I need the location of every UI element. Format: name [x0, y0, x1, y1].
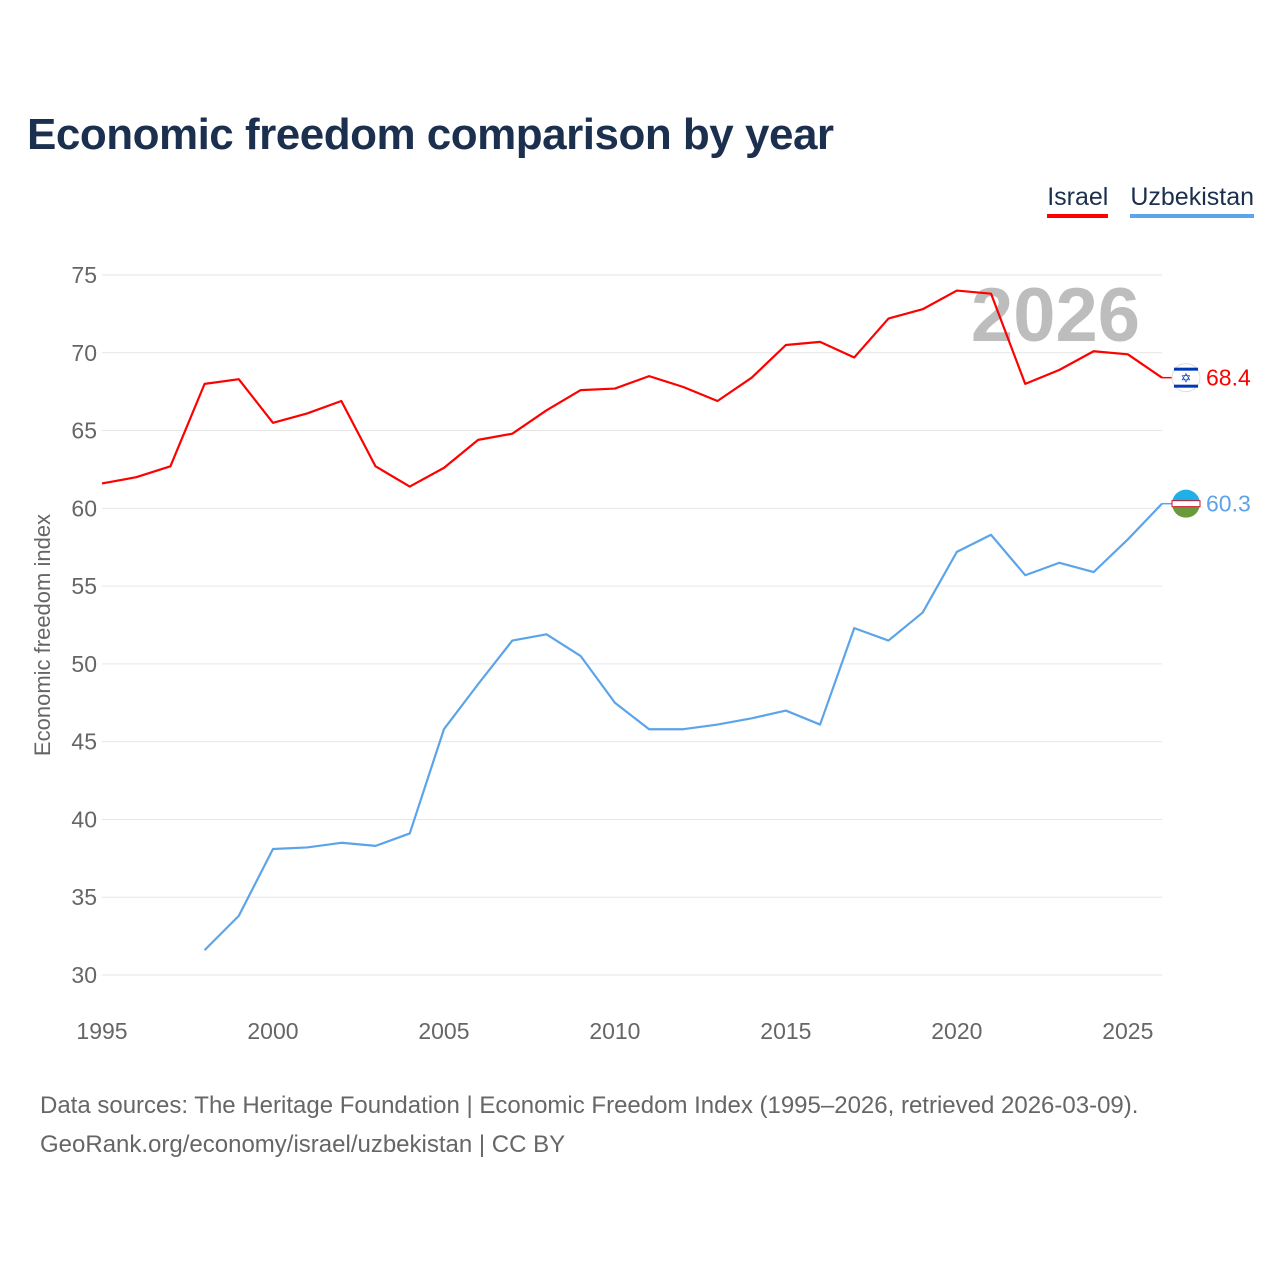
x-tick-label: 2020	[931, 1018, 982, 1044]
y-axis-label: Economic freedom index	[30, 514, 55, 756]
data-point-uzbekistan	[783, 708, 789, 714]
y-tick-label: 45	[71, 729, 97, 755]
data-point-uzbekistan	[1022, 572, 1028, 578]
data-point-uzbekistan	[373, 843, 379, 849]
data-point-uzbekistan	[338, 840, 344, 846]
data-point-israel	[133, 474, 139, 480]
data-point-uzbekistan	[441, 726, 447, 732]
data-point-israel	[817, 339, 823, 345]
data-point-israel	[612, 386, 618, 392]
data-point-israel	[236, 376, 242, 382]
legend-israel[interactable]: Israel	[1047, 183, 1109, 218]
x-tick-label: 1995	[76, 1018, 127, 1044]
data-point-uzbekistan	[885, 638, 891, 644]
data-point-uzbekistan	[236, 913, 242, 919]
data-point-uzbekistan	[578, 653, 584, 659]
data-point-israel	[749, 375, 755, 381]
year-watermark: 2026	[971, 273, 1140, 358]
data-point-uzbekistan	[851, 625, 857, 631]
data-point-uzbekistan	[544, 631, 550, 637]
series-line-israel	[101, 289, 1163, 488]
data-point-uzbekistan	[304, 844, 310, 850]
data-point-uzbekistan	[475, 681, 481, 687]
y-tick-label: 40	[71, 806, 97, 832]
data-point-israel	[407, 484, 413, 490]
data-point-israel	[1022, 381, 1028, 387]
data-point-israel	[475, 437, 481, 443]
y-tick-label: 75	[71, 262, 97, 288]
data-sources: Data sources: The Heritage Foundation | …	[40, 1092, 1139, 1119]
data-point-israel	[783, 342, 789, 348]
data-point-israel	[509, 431, 515, 437]
data-point-uzbekistan	[407, 830, 413, 836]
data-point-israel	[988, 291, 994, 297]
data-point-uzbekistan	[202, 947, 208, 953]
star-of-david-icon: ✡	[1181, 372, 1192, 387]
data-point-israel	[373, 463, 379, 469]
data-point-israel	[99, 480, 105, 486]
data-point-uzbekistan	[988, 532, 994, 538]
data-point-israel	[851, 354, 857, 360]
legend-uzbekistan[interactable]: Uzbekistan	[1130, 183, 1254, 218]
legend: Israel Uzbekistan	[1047, 183, 1254, 218]
data-point-uzbekistan	[680, 726, 686, 732]
chart-title: Economic freedom comparison by year	[27, 110, 834, 159]
flag-stripe	[1174, 384, 1198, 388]
data-point-uzbekistan	[920, 610, 926, 616]
data-point-israel	[270, 420, 276, 426]
y-tick-label: 30	[71, 962, 97, 988]
data-point-uzbekistan	[509, 638, 515, 644]
data-point-israel	[680, 384, 686, 390]
x-tick-label: 2015	[760, 1018, 811, 1044]
x-tick-label: 2000	[247, 1018, 298, 1044]
data-point-israel	[202, 381, 208, 387]
data-point-uzbekistan	[612, 700, 618, 706]
data-point-uzbekistan	[817, 722, 823, 728]
data-point-israel	[920, 306, 926, 312]
y-tick-label: 50	[71, 651, 97, 677]
data-point-israel	[578, 387, 584, 393]
y-tick-label: 65	[71, 418, 97, 444]
y-tick-label: 70	[71, 340, 97, 366]
data-point-uzbekistan	[646, 726, 652, 732]
data-point-uzbekistan	[1056, 560, 1062, 566]
source-link[interactable]: GeoRank.org/economy/israel/uzbekistan | …	[40, 1131, 566, 1158]
flag-stripe	[1174, 367, 1198, 371]
flag-stripe	[1171, 500, 1201, 508]
y-tick-label: 60	[71, 495, 97, 521]
data-point-uzbekistan	[270, 846, 276, 852]
y-tick-label: 55	[71, 573, 97, 599]
end-value-label: 68.4	[1206, 365, 1251, 391]
data-point-israel	[646, 373, 652, 379]
series-line-uzbekistan	[203, 502, 1163, 951]
data-point-uzbekistan	[954, 549, 960, 555]
data-point-uzbekistan	[1125, 536, 1131, 542]
data-point-uzbekistan	[749, 715, 755, 721]
data-point-israel	[1056, 367, 1062, 373]
data-point-israel	[544, 407, 550, 413]
data-point-uzbekistan	[714, 722, 720, 728]
data-point-israel	[441, 465, 447, 471]
data-point-israel	[167, 463, 173, 469]
x-tick-label: 2005	[418, 1018, 469, 1044]
data-point-israel	[954, 288, 960, 294]
data-point-israel	[304, 410, 310, 416]
y-tick-label: 35	[71, 884, 97, 910]
end-value-label: 60.3	[1206, 491, 1251, 517]
data-point-israel	[1125, 351, 1131, 357]
data-point-israel	[714, 398, 720, 404]
x-tick-label: 2025	[1102, 1018, 1153, 1044]
data-point-israel	[338, 398, 344, 404]
x-tick-label: 2010	[589, 1018, 640, 1044]
data-point-israel	[885, 316, 891, 322]
footer: Data sources: The Heritage Foundation | …	[40, 1086, 1138, 1164]
data-point-uzbekistan	[1091, 569, 1097, 575]
data-point-israel	[1091, 348, 1097, 354]
